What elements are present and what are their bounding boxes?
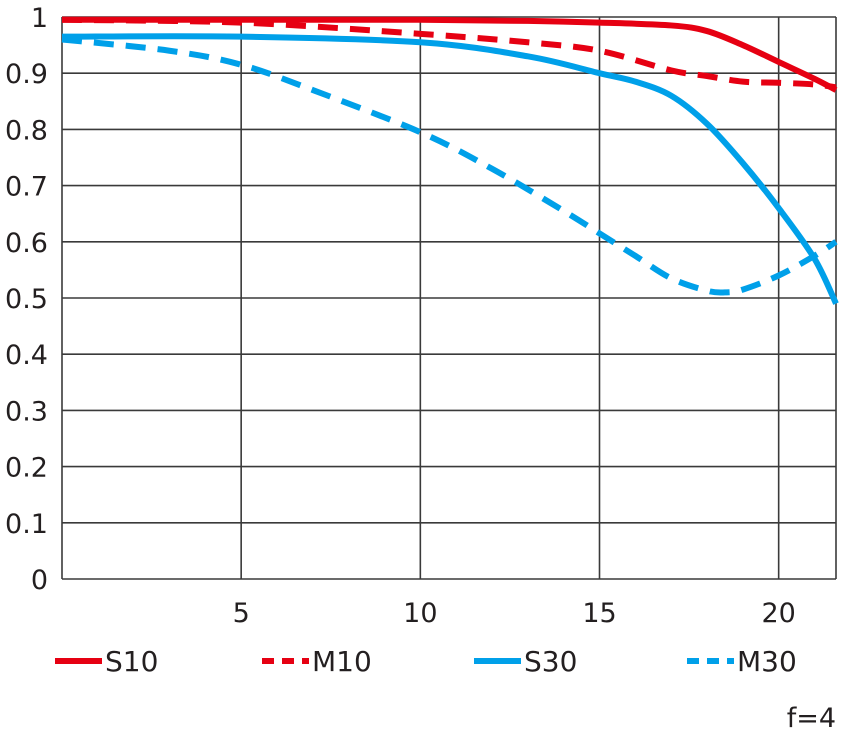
x-tick-label: 20	[761, 598, 795, 629]
x-tick-label: 15	[582, 598, 616, 629]
y-tick-label: 1	[31, 3, 48, 34]
y-tick-label: 0	[31, 565, 48, 596]
legend-label-m30: M30	[737, 645, 797, 678]
series-lines	[61, 16, 839, 305]
x-tick-label: 5	[233, 598, 250, 629]
y-tick-label: 0.1	[5, 509, 48, 540]
y-tick-label: 0.4	[5, 340, 48, 371]
y-tick-label: 0.8	[5, 115, 48, 146]
y-tick-label: 0.2	[5, 453, 48, 484]
series-line-s10	[61, 16, 838, 93]
legend-label-s10: S10	[105, 645, 158, 678]
series-line-s30	[61, 33, 839, 305]
legend: S10 M10 S30 M30	[55, 645, 797, 678]
x-tick-label: 10	[403, 598, 437, 629]
y-tick-label: 0.6	[5, 228, 48, 259]
y-tick-label: 0.3	[5, 396, 48, 427]
y-tick-label: 0.9	[5, 59, 48, 90]
tick-labels: 00.10.20.30.40.50.60.70.80.915 10 15 20	[5, 3, 796, 629]
y-tick-label: 0.7	[5, 172, 48, 203]
annotation-aperture: f=4	[787, 703, 836, 734]
y-tick-label: 0.5	[5, 284, 48, 315]
legend-label-s30: S30	[524, 645, 577, 678]
legend-label-m10: M10	[312, 645, 372, 678]
grid	[61, 16, 837, 580]
series-line-m10	[61, 16, 837, 91]
series-line-m30	[61, 36, 838, 296]
